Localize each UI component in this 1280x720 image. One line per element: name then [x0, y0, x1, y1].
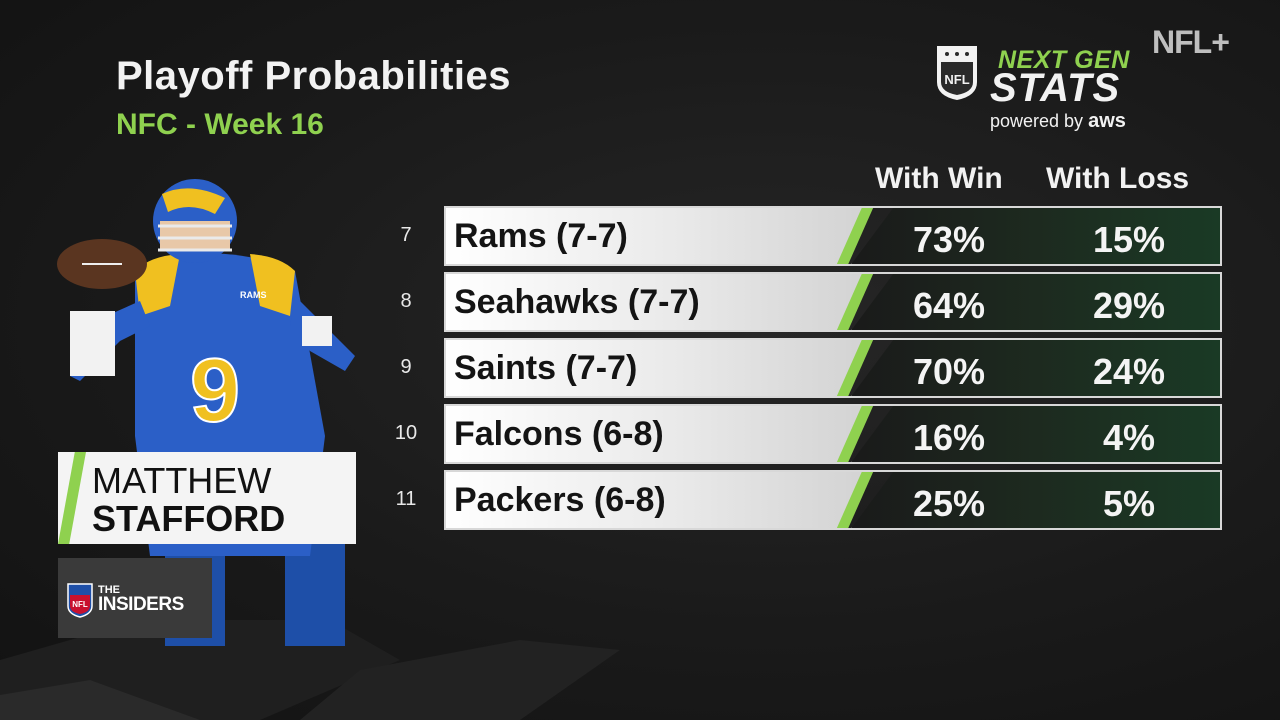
- shield-label: NFL: [944, 72, 969, 87]
- team-cell: Falcons (6-8): [444, 404, 874, 464]
- team-cell: Rams (7-7): [444, 206, 874, 266]
- player-nameplate: MATTHEW STAFFORD: [58, 452, 356, 544]
- show-logo: NFL THE INSIDERS: [58, 558, 212, 638]
- table-row: 11 Packers (6-8) 25% 5%: [396, 470, 1222, 530]
- team-name: Saints (7-7): [454, 349, 638, 387]
- next-gen-text: NEXT GEN: [998, 46, 1130, 74]
- column-header-with-loss: With Loss: [1046, 162, 1190, 195]
- team-name: Seahawks (7-7): [454, 283, 700, 321]
- with-win-value: 16%: [912, 417, 986, 458]
- seed-number: 10: [394, 422, 418, 444]
- seed-number: 9: [400, 356, 412, 378]
- with-loss-value: 4%: [1102, 417, 1156, 458]
- team-cell: Packers (6-8): [444, 470, 874, 530]
- table-row: 8 Seahawks (7-7) 64% 29%: [400, 272, 1222, 332]
- team-cell: Saints (7-7): [444, 338, 874, 398]
- page-subtitle: NFC - Week 16: [116, 108, 324, 141]
- column-header-with-win: With Win: [875, 162, 1003, 195]
- next-gen-stats-logo: NFL NEXT GEN STATS powered by aws: [930, 42, 1180, 142]
- show-name-prefix: THE: [98, 584, 120, 596]
- nameplate-accent: [58, 452, 86, 544]
- seed-number: 11: [395, 488, 417, 510]
- with-win-value: 64%: [912, 285, 986, 326]
- table-row: 7 Rams (7-7) 73% 15%: [400, 206, 1222, 266]
- with-loss-value: 24%: [1092, 351, 1166, 392]
- player-first-name: MATTHEW: [92, 460, 272, 501]
- jersey-number: 9: [190, 341, 240, 441]
- shield-label: NFL: [72, 600, 88, 609]
- team-cell: Seahawks (7-7): [444, 272, 874, 332]
- team-name: Rams (7-7): [454, 217, 628, 255]
- with-loss-value: 15%: [1092, 219, 1166, 260]
- table-row: 9 Saints (7-7) 70% 24%: [400, 338, 1222, 398]
- powered-by-label: powered by: [990, 111, 1084, 131]
- seed-number: 8: [400, 290, 412, 312]
- probability-panel: [850, 206, 1222, 266]
- helmet-logo-text: RAMS: [240, 290, 267, 300]
- nfl-plus-logo: NFL+: [1152, 24, 1230, 60]
- table-row: 10 Falcons (6-8) 16% 4%: [395, 404, 1222, 464]
- team-name: Packers (6-8): [454, 481, 666, 519]
- with-win-value: 25%: [912, 483, 986, 524]
- with-win-value: 70%: [912, 351, 986, 392]
- page-title: Playoff Probabilities: [116, 54, 512, 98]
- player-last-name: STAFFORD: [92, 498, 286, 539]
- show-name: INSIDERS: [98, 594, 184, 615]
- seed-number: 7: [400, 224, 412, 246]
- with-win-value: 73%: [912, 219, 986, 260]
- with-loss-value: 5%: [1102, 483, 1156, 524]
- with-loss-value: 29%: [1092, 285, 1166, 326]
- nfl-shield-icon: NFL: [937, 46, 977, 100]
- nfl-shield-icon: NFL: [67, 583, 93, 618]
- stats-text: STATS: [990, 66, 1121, 110]
- aws-label: aws: [1088, 110, 1126, 132]
- team-name: Falcons (6-8): [454, 415, 664, 453]
- powered-by-text: powered by aws: [990, 110, 1126, 133]
